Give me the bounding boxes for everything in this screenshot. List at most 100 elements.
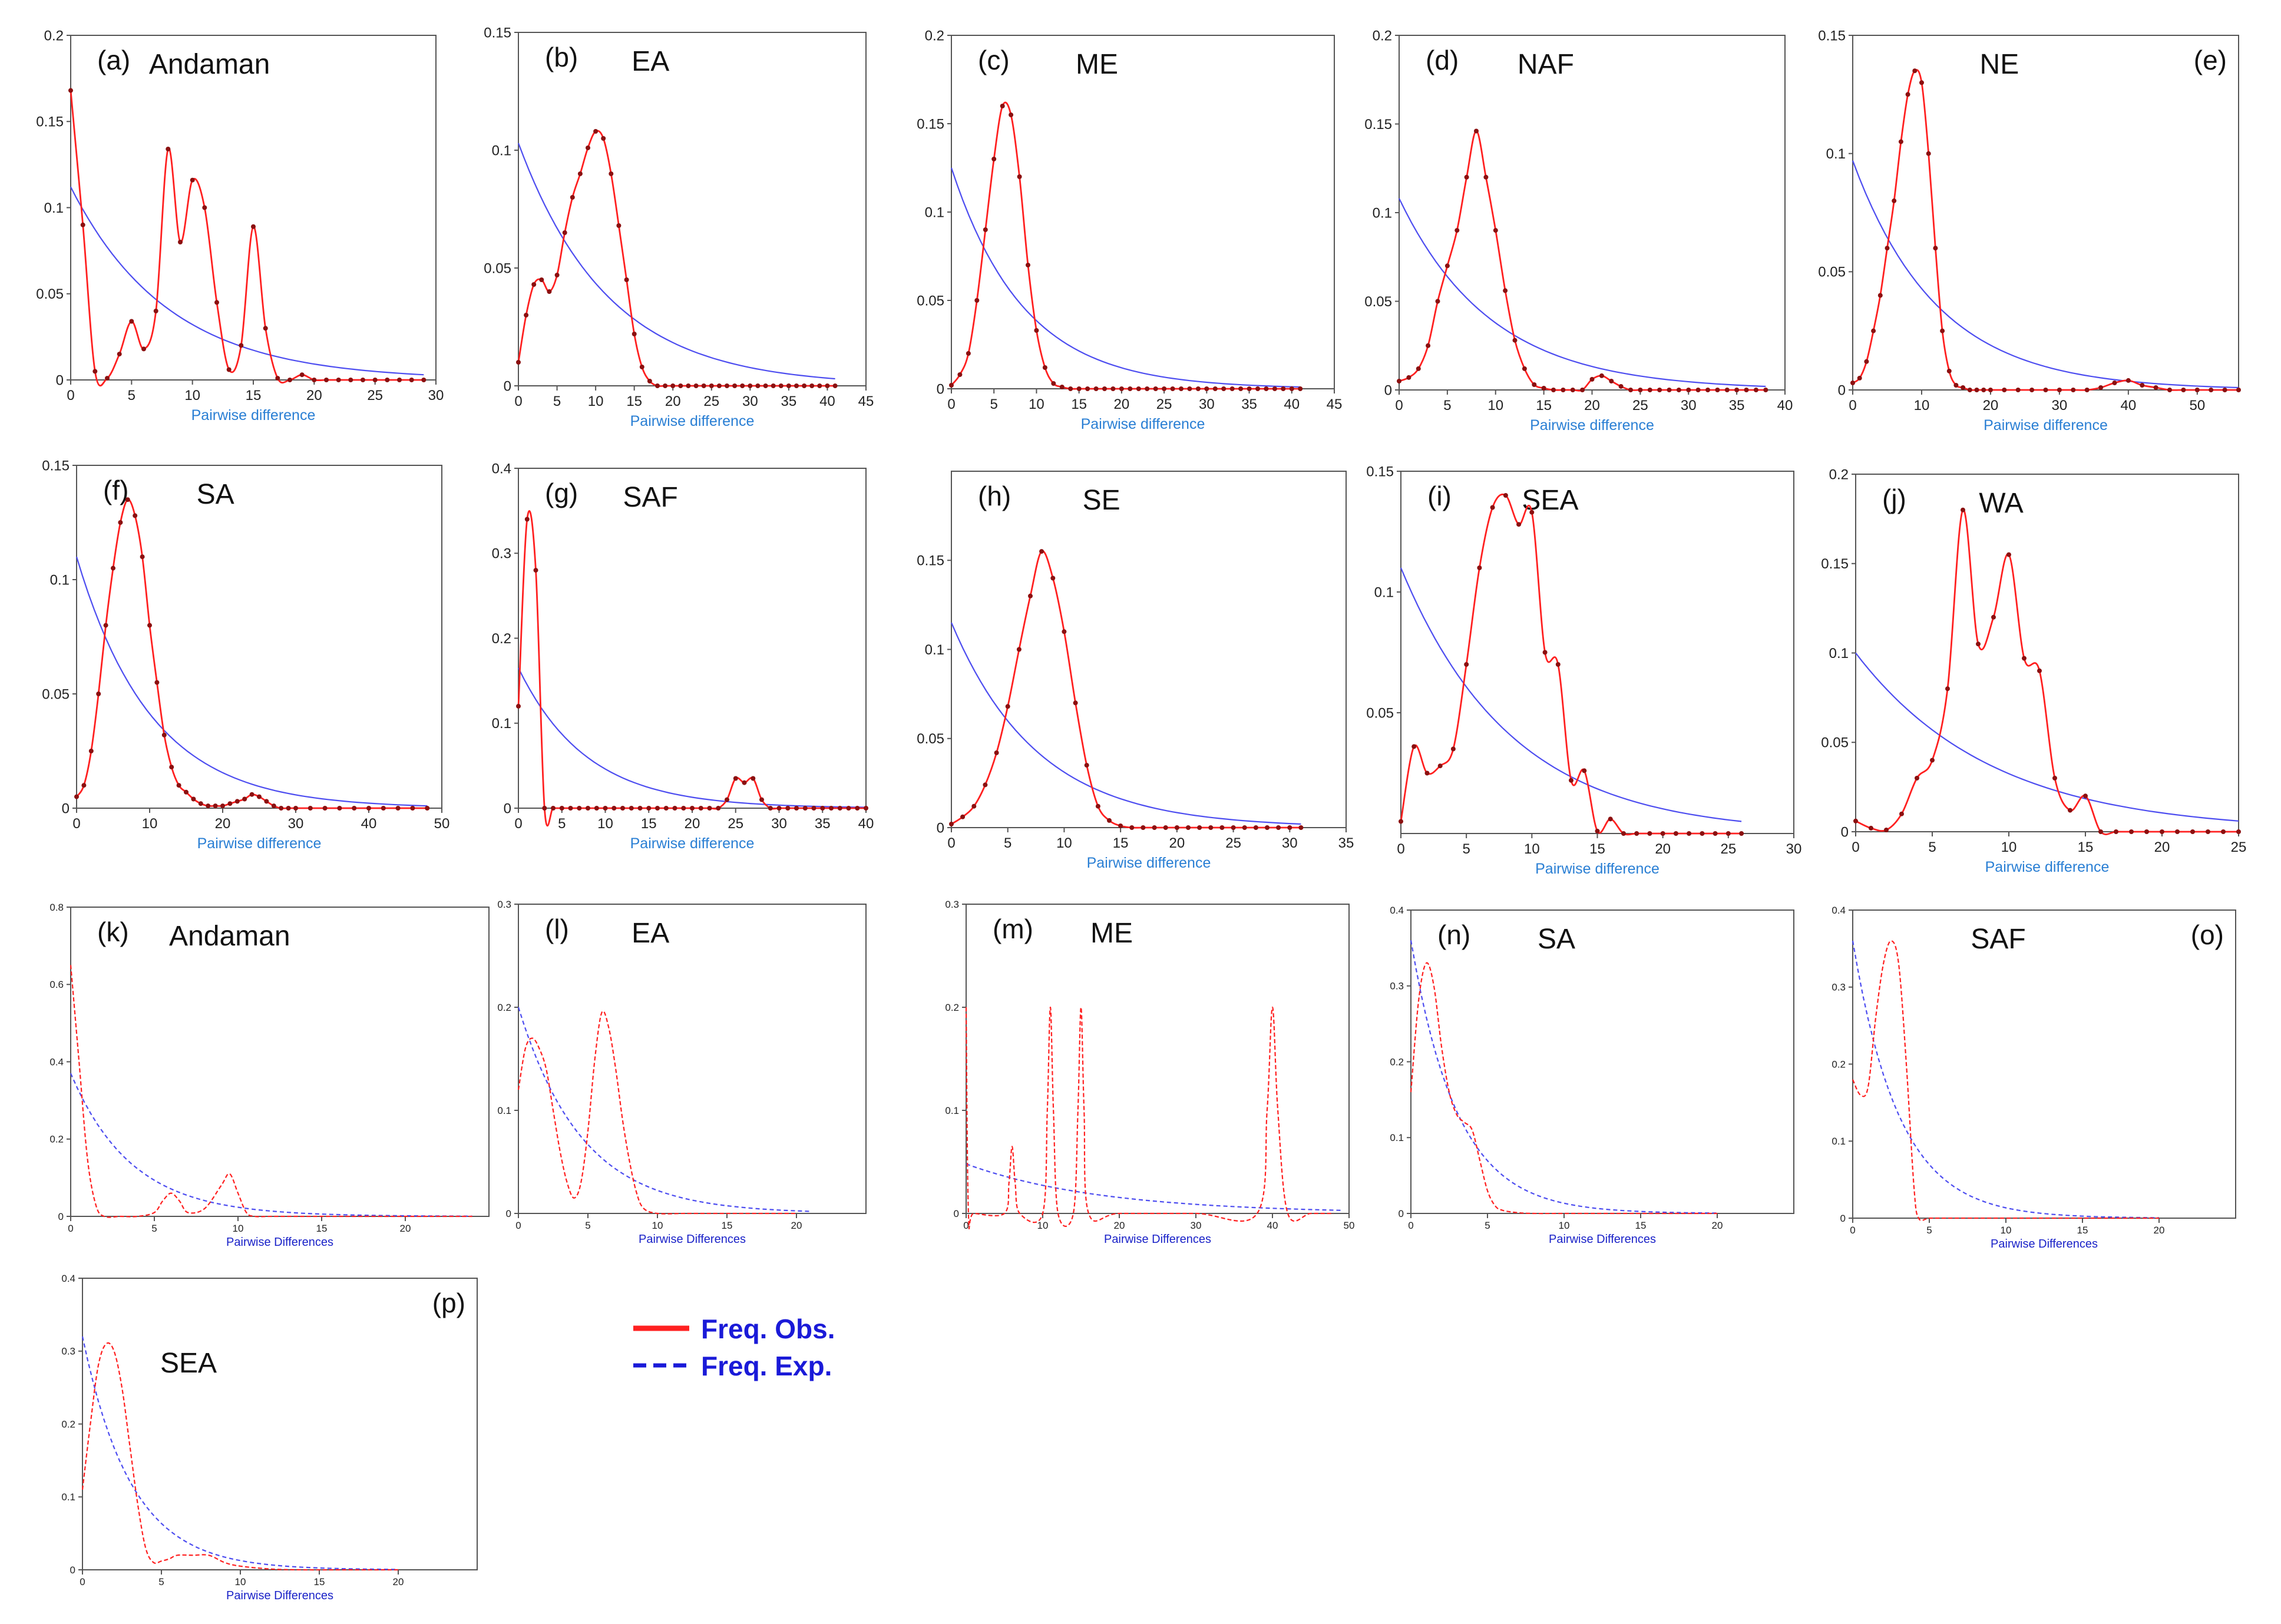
observed-point-c-1: [957, 372, 963, 377]
panel-title-g: SAF: [623, 482, 678, 513]
observed-point-a-5: [129, 319, 134, 324]
observed-point-i-12: [1555, 662, 1561, 667]
y-tick-label-c-0: 0: [937, 381, 944, 397]
x-tick-label-d-5: 25: [1632, 398, 1648, 414]
y-tick-label-m-0: 0: [954, 1208, 959, 1219]
y-tick-label-p-4: 0.4: [61, 1273, 75, 1284]
panel-title-o: SAF: [1971, 924, 2025, 955]
observed-point-e-28: [2098, 385, 2104, 390]
observed-point-g-37: [837, 806, 842, 811]
observed-point-a-26: [385, 378, 390, 382]
observed-point-d-13: [1522, 366, 1527, 371]
observed-point-f-25: [257, 794, 262, 799]
observed-point-f-3: [96, 692, 101, 696]
panel-tag-a: (a): [97, 45, 130, 75]
observed-point-j-20: [2160, 829, 2164, 834]
observed-series-p: [81, 1342, 398, 1571]
observed-point-c-36: [1255, 386, 1260, 391]
y-tick-label-a-1: 0.05: [36, 286, 64, 302]
observed-point-e-4: [1877, 293, 1883, 298]
x-tick-label-f-2: 20: [215, 816, 231, 832]
observed-point-f-4: [103, 623, 108, 628]
x-tick-label-d-8: 40: [1777, 398, 1793, 414]
observed-point-g-33: [802, 806, 808, 811]
observed-point-g-10: [603, 806, 608, 811]
observed-point-a-29: [421, 378, 427, 382]
observed-point-c-16: [1085, 386, 1090, 391]
observed-point-g-35: [820, 806, 825, 811]
observed-point-d-19: [1580, 388, 1585, 392]
observed-point-c-6: [1000, 104, 1005, 108]
observed-point-e-2: [1864, 359, 1869, 364]
observed-point-i-1: [1411, 744, 1417, 749]
observed-point-j-12: [2037, 668, 2042, 673]
observed-point-a-22: [336, 378, 341, 382]
x-tick-label-h-5: 25: [1225, 835, 1241, 851]
panel-tag-m: (m): [993, 914, 1033, 944]
x-tick-label-h-7: 35: [1338, 835, 1354, 851]
observed-point-b-41: [832, 383, 838, 388]
x-tick-label-o-2: 10: [2001, 1225, 2012, 1236]
observed-point-h-28: [1265, 825, 1270, 830]
x-tick-label-g-3: 15: [641, 816, 657, 832]
y-tick-label-j-1: 0.05: [1821, 735, 1849, 751]
x-tick-label-h-0: 0: [947, 835, 955, 851]
observed-point-h-19: [1163, 825, 1168, 830]
observed-point-g-21: [698, 806, 703, 811]
x-tick-label-d-3: 15: [1536, 398, 1552, 414]
x-axis-label-c: Pairwise difference: [1081, 416, 1205, 432]
plot-frame-b: [518, 32, 867, 386]
observed-point-c-29: [1195, 386, 1201, 391]
x-tick-label-n-2: 10: [1559, 1220, 1570, 1231]
y-tick-label-j-2: 0.1: [1829, 646, 1849, 661]
observed-point-d-37: [1753, 388, 1758, 392]
observed-point-f-12: [161, 732, 167, 737]
observed-point-f-19: [213, 803, 218, 809]
plot-frame-f: [76, 465, 442, 809]
x-tick-label-l-2: 10: [652, 1220, 663, 1231]
y-tick-label-o-3: 0.3: [1832, 982, 1846, 993]
observed-point-b-23: [693, 383, 699, 388]
y-tick-label-k-3: 0.6: [49, 979, 64, 990]
panel-tag-f: (f): [103, 475, 128, 505]
observed-point-d-8: [1474, 128, 1479, 134]
x-tick-label-b-9: 45: [858, 393, 874, 409]
plot-frame-m: [966, 904, 1350, 1214]
x-tick-label-j-2: 10: [2001, 839, 2017, 855]
x-tick-label-d-1: 5: [1443, 398, 1451, 414]
observed-point-j-11: [2022, 656, 2027, 661]
panel-n: 0 5 10 15 20 0 0.1 0.2 0.3 0.4 Pairwise Difference…: [1390, 905, 1794, 1246]
observed-point-a-1: [80, 222, 85, 227]
y-tick-label-f-1: 0.05: [42, 686, 70, 702]
observed-point-g-25: [733, 776, 738, 781]
y-tick-label-e-3: 0.15: [1818, 28, 1846, 44]
x-tick-label-m-4: 40: [1267, 1220, 1278, 1231]
x-tick-label-c-7: 35: [1241, 396, 1257, 412]
observed-point-b-24: [701, 383, 706, 388]
observed-point-c-12: [1051, 381, 1056, 386]
observed-point-d-0: [1397, 379, 1401, 383]
expected-series-o: [1852, 941, 2159, 1219]
observed-point-i-25: [1725, 831, 1731, 836]
observed-point-f-35: [366, 806, 371, 811]
panel-l: 0 5 10 15 20 0 0.1 0.2 0.3 Pairwise Differences (l…: [497, 899, 867, 1246]
observed-point-a-16: [263, 326, 268, 331]
legend: Freq. Obs. Freq. Exp.: [633, 1314, 835, 1381]
x-tick-label-b-3: 15: [626, 393, 642, 409]
x-tick-label-n-0: 0: [1408, 1220, 1413, 1231]
observed-point-i-20: [1660, 831, 1665, 836]
observed-point-h-10: [1062, 629, 1067, 634]
observed-point-i-10: [1529, 510, 1535, 515]
x-tick-label-c-5: 25: [1156, 396, 1172, 412]
y-tick-label-e-0: 0: [1838, 382, 1846, 398]
observed-point-c-7: [1009, 113, 1014, 117]
observed-point-e-0: [1850, 381, 1855, 385]
observed-point-e-27: [2084, 388, 2090, 392]
observed-point-c-11: [1042, 365, 1047, 370]
panel-tag-n: (n): [1437, 920, 1470, 950]
observed-point-e-7: [1898, 139, 1903, 144]
observed-point-i-13: [1569, 778, 1573, 783]
plot-frame-e: [1852, 35, 2239, 391]
observed-point-b-21: [678, 383, 683, 388]
